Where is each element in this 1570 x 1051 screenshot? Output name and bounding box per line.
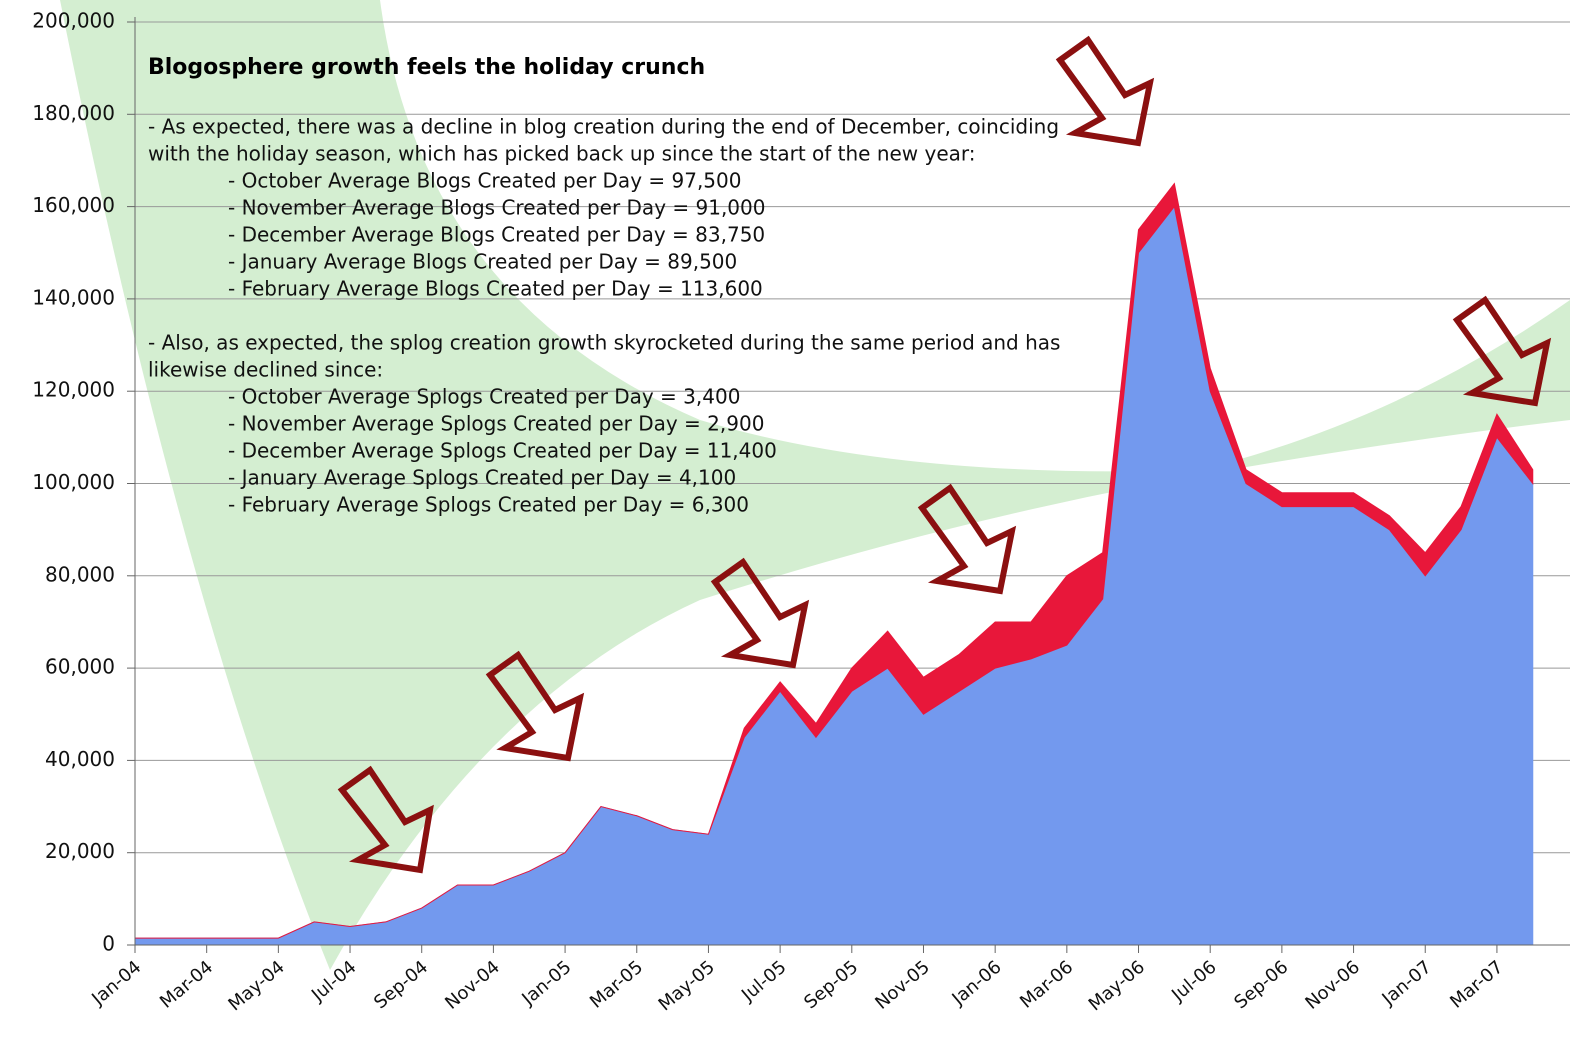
y-tick-label: 40,000 [45,747,115,771]
background-shape [60,0,1570,970]
x-tick-label: Mar-07 [1446,957,1507,1013]
x-tick-label: Sep-04 [370,957,432,1014]
x-tick-label: Nov-06 [1301,957,1364,1014]
x-tick-label: May-04 [225,957,289,1016]
arrow [1055,35,1155,147]
annotation: - As expected, there was a decline in bl… [148,115,1059,139]
y-tick-label: 80,000 [45,562,115,586]
x-tick-label: Nov-05 [871,957,934,1014]
x-tick-label: Jul-04 [307,957,360,1007]
x-tick-label: May-05 [655,957,719,1016]
annotation: - December Average Splogs Created per Da… [228,439,777,463]
x-tick-label: Jan-04 [87,957,145,1010]
y-tick-label: 160,000 [32,193,115,217]
y-tick-label: 100,000 [32,470,115,494]
x-tick-label: Mar-04 [156,957,217,1013]
annotation: - January Average Blogs Created per Day … [228,250,737,274]
arrow [1452,295,1552,407]
arrow [337,765,434,874]
y-tick-label: 120,000 [32,378,115,402]
x-tick-label: Mar-06 [1016,957,1077,1013]
x-tick-label: Mar-05 [586,957,647,1013]
arrow [917,483,1017,595]
x-tick-label: Jan-05 [517,957,575,1010]
x-tick-label: Jan-06 [948,957,1006,1010]
annotation: - October Average Blogs Created per Day … [228,169,741,193]
annotation: - November Average Splogs Created per Da… [228,412,764,436]
y-tick-label: 60,000 [45,655,115,679]
arrow [485,650,585,762]
annotation: - January Average Splogs Created per Day… [228,466,736,490]
x-tick-label: Jul-06 [1167,957,1220,1007]
annotation: - February Average Splogs Created per Da… [228,493,749,517]
annotation: - November Average Blogs Created per Day… [228,196,765,220]
y-tick-label: 200,000 [32,9,115,33]
chart-title: Blogosphere growth feels the holiday cru… [148,55,705,80]
annotation: - Also, as expected, the splog creation … [148,331,1060,355]
x-tick-label: Sep-06 [1230,957,1292,1014]
x-tick-label: May-06 [1085,957,1149,1016]
annotation: - December Average Blogs Created per Day… [228,223,765,247]
y-tick-label: 0 [102,932,115,956]
x-tick-label: Jul-05 [737,957,790,1007]
annotation: - February Average Blogs Created per Day… [228,277,763,301]
x-tick-label: Sep-05 [800,957,862,1014]
area [135,182,1534,939]
annotation: - October Average Splogs Created per Day… [228,385,740,409]
y-tick-label: 20,000 [45,839,115,863]
arrows [337,35,1552,874]
y-tick-label: 140,000 [32,285,115,309]
x-tick-label: Jan-07 [1378,957,1436,1010]
y-tick-label: 180,000 [32,101,115,125]
annotation: likewise declined since: [148,358,383,382]
annotation: with the holiday season, which has picke… [148,142,976,166]
x-tick-label: Nov-04 [441,957,504,1014]
arrow [710,557,810,669]
